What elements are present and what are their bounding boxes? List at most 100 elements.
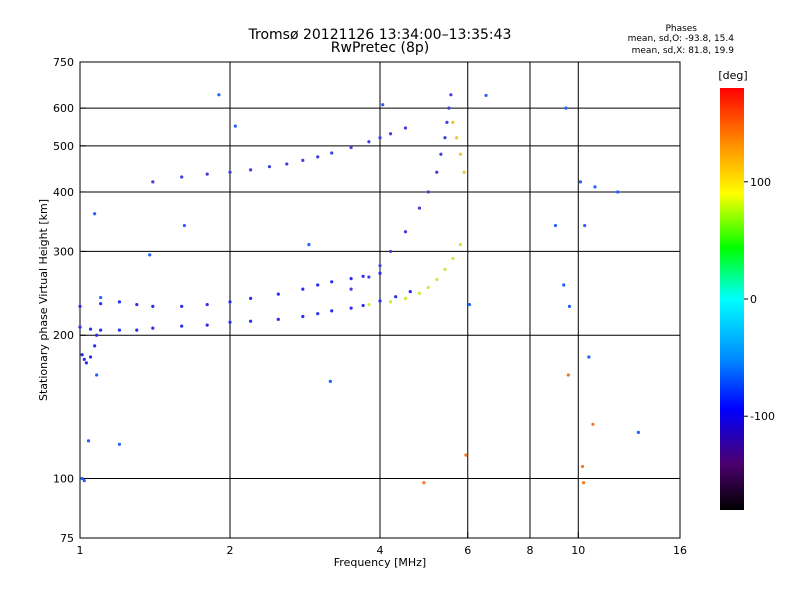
scatter-point [82,357,86,361]
phase-colorbar: [deg] -100 0 100 [718,69,775,510]
scatter-point [135,328,139,332]
scatter-point [378,299,382,303]
scatter-point [99,295,103,300]
scatter-point [439,152,443,156]
scatter-point [349,277,353,281]
y-tick-label: 100 [53,473,74,486]
x-tick-label: 16 [673,544,687,557]
phase-summary-o: mean, sd,O: -93.8, 15.4 [627,34,734,44]
scatter-point [99,302,103,306]
x-axis-label: Frequency [MHz] [334,556,426,569]
scatter-point [566,373,570,377]
scatter-point [435,277,439,282]
scatter-point [205,172,209,176]
scatter-point [151,304,155,308]
scatter-point [443,136,447,140]
scatter-point [564,106,568,110]
scatter-point [88,327,93,331]
phase-summary-x: mean, sd,X: 81.8, 19.9 [631,46,734,56]
scatter-point [417,291,422,295]
x-tick-label: 8 [527,544,534,557]
scatter-point [285,162,289,166]
scatter-point [451,256,455,261]
scatter-point [553,223,558,228]
scatter-point [330,280,334,284]
scatter-point [451,120,455,124]
scatter-point [367,302,371,307]
scatter-point [99,328,103,332]
scatter-point [462,170,466,174]
scatter-point [267,165,272,169]
scatter-point [455,136,459,140]
scatter-point [88,355,93,359]
y-axis-label: Stationary phase Virtual Height [km] [37,199,50,401]
scatter-point [458,152,463,156]
chart-subtitle: RwPretec (8p) [330,40,430,56]
scatter-point [228,170,232,174]
scatter-point [417,206,422,210]
scatter-point [367,140,371,144]
scatter-point [217,93,221,97]
colorbar-tick-label: 0 [750,293,757,306]
scatter-point [180,175,184,179]
scatter-point [562,283,566,287]
y-tick-label: 600 [53,102,74,115]
scatter-point [349,287,353,291]
scatter-point [117,328,122,332]
scatter-point [484,93,488,98]
y-tick-label: 75 [60,532,74,545]
x-tick-label: 2 [227,544,234,557]
scatter-point [578,180,583,184]
scatter-point [316,155,320,159]
scatter-point [394,295,398,299]
scatter-point [467,302,472,307]
scatter-point [328,379,332,383]
scatter-point [93,212,97,216]
scatter-point [403,126,408,130]
scatter-points [78,93,640,485]
scatter-point [583,223,587,228]
scatter-point [330,309,334,313]
scatter-point [80,476,84,481]
scatter-point [616,190,620,194]
scatter-point [458,243,463,247]
y-tick-label: 750 [53,56,74,69]
scatter-point [567,304,572,308]
scatter-point [367,275,371,279]
scatter-point [443,267,447,272]
scatter-point [580,464,585,469]
grid [79,61,681,539]
y-tick-label: 400 [53,186,74,199]
scatter-point [78,325,82,329]
scatter-point [403,230,408,234]
scatter-point [276,317,280,321]
scatter-point [117,442,122,446]
chart-title: Tromsø 20121126 13:34:00–13:35:43 [248,27,512,43]
scatter-point [148,253,152,257]
phase-summary-heading: Phases [665,24,697,34]
scatter-point [464,453,468,457]
scatter-point [349,306,353,310]
colorbar-tick-label: -100 [750,410,775,423]
scatter-point [378,264,382,268]
scatter-point [117,300,122,304]
y-tick-label: 200 [53,329,74,342]
scatter-point [95,333,99,337]
scatter-point [151,180,155,184]
scatter-point [180,304,184,308]
scatter-point [378,271,382,275]
scatter-point [636,430,640,434]
scatter-point [301,314,305,319]
scatter-point [233,124,237,128]
scatter-point [78,304,82,308]
scatter-point [93,344,97,348]
scatter-point [228,320,232,324]
scatter-point [316,312,320,316]
scatter-point [403,296,408,301]
scatter-point [388,300,393,304]
scatter-point [435,170,439,174]
scatter-point [349,145,353,150]
scatter-point [249,319,253,323]
scatter-point [84,361,88,365]
